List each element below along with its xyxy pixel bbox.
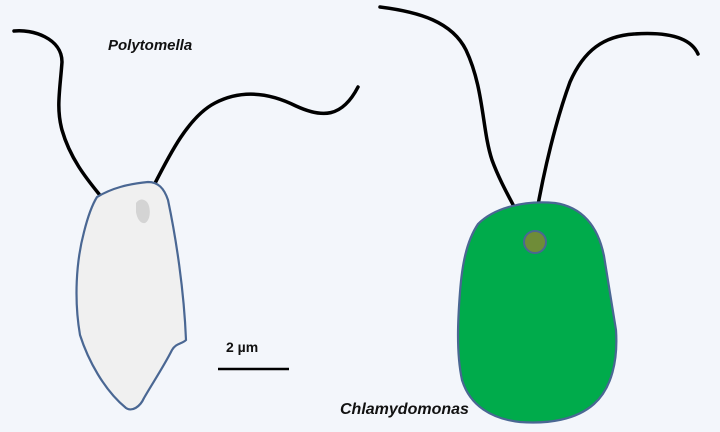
polytomella-label: Polytomella	[108, 37, 193, 54]
chlamydomonas-eyespot	[523, 230, 547, 254]
polytomella-cell	[12, 28, 360, 411]
polytomella-flagellum-right	[146, 85, 360, 199]
chlamydomonas-flagellum-left	[378, 5, 524, 224]
polytomella-body	[75, 180, 188, 411]
polytomella-granule	[136, 199, 150, 224]
chlamydomonas-label: Chlamydomonas	[340, 401, 469, 418]
scale-bar-label: 2 µm	[226, 339, 259, 355]
polytomella-flagellum-left	[12, 28, 101, 196]
chlamydomonas-body	[456, 201, 618, 424]
chlamydomonas-flagellum-right	[534, 31, 700, 218]
chlamydomonas-cell	[378, 5, 700, 424]
